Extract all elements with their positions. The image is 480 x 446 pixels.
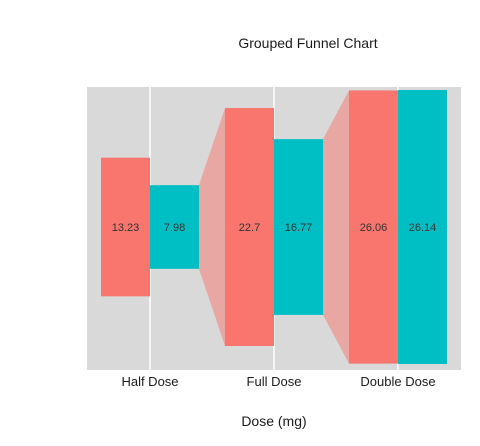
value-label-VC-1: 16.77 — [285, 222, 313, 234]
funnel-bar-VC-0 — [150, 185, 199, 269]
value-labels: 13.23 7.98 22.7 16.77 26.06 26.14 — [112, 222, 437, 234]
x-tick-label-0: Half Dose — [121, 374, 178, 389]
value-label-OJ-0: 13.23 — [112, 222, 140, 234]
value-label-VC-2: 26.14 — [409, 222, 437, 234]
x-tick-label-2: Double Dose — [360, 374, 435, 389]
funnel-bar-VC-1 — [274, 139, 323, 315]
x-tick-labels: Half Dose Full Dose Double Dose — [121, 374, 435, 389]
value-label-OJ-1: 22.7 — [239, 222, 260, 234]
x-axis-label: Dose (mg) — [241, 413, 306, 429]
x-tick-label-1: Full Dose — [247, 374, 302, 389]
funnel-connector-1 — [199, 108, 225, 346]
value-label-VC-0: 7.98 — [164, 222, 185, 234]
value-label-OJ-2: 26.06 — [360, 222, 388, 234]
funnel-bar-VC-2 — [398, 90, 447, 364]
funnel-connector-3 — [323, 90, 349, 364]
funnel-bar-OJ-2 — [349, 90, 398, 364]
funnel-connectors — [199, 90, 349, 364]
chart-title: Grouped Funnel Chart — [238, 35, 377, 51]
funnel-bar-OJ-1 — [225, 108, 274, 346]
funnel-bars — [101, 90, 447, 364]
funnel-bar-OJ-0 — [101, 157, 150, 297]
